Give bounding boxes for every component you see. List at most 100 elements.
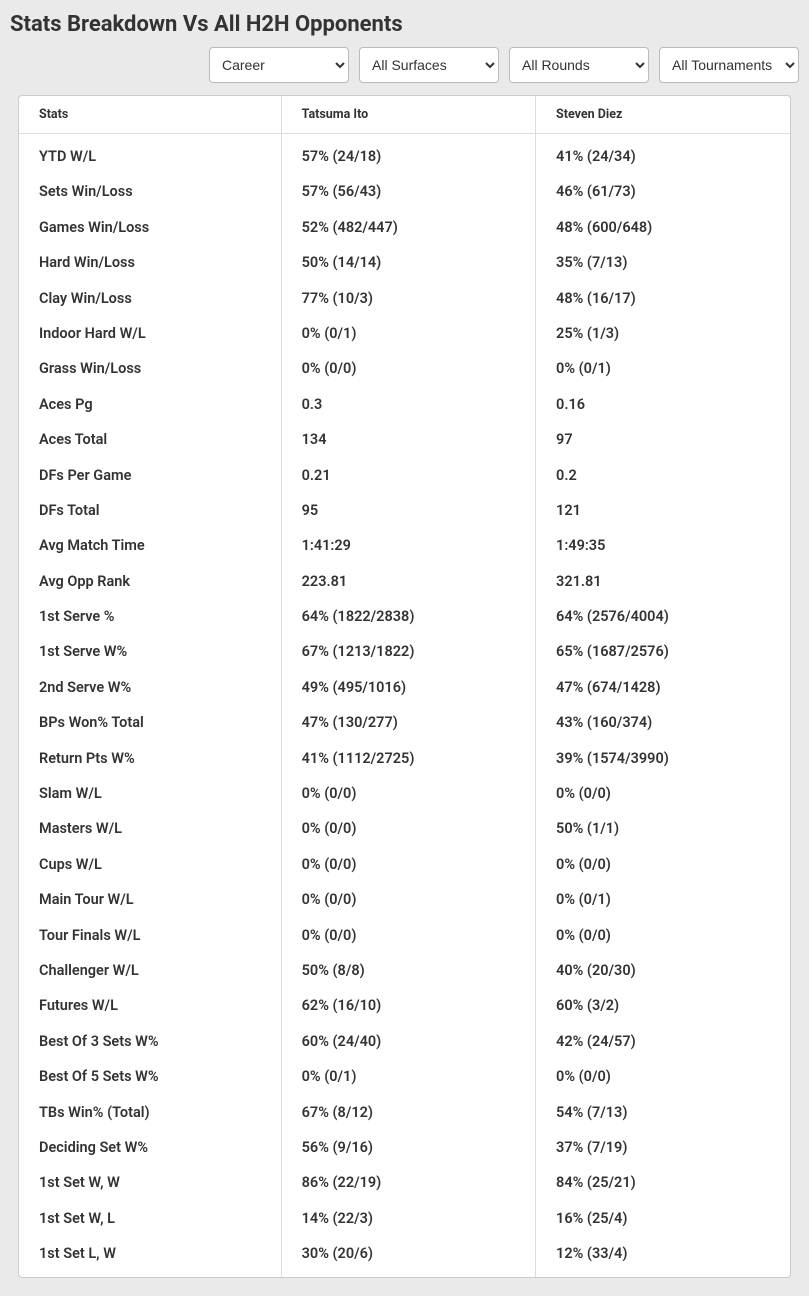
table-row: Indoor Hard W/L0% (0/1)25% (1/3) bbox=[19, 316, 790, 351]
table-row: Main Tour W/L0% (0/0)0% (0/1) bbox=[19, 882, 790, 917]
page-title: Stats Breakdown Vs All H2H Opponents bbox=[10, 12, 799, 37]
stat-label: Grass Win/Loss bbox=[19, 351, 281, 386]
stat-player1-value: 0% (0/1) bbox=[281, 1059, 535, 1094]
stats-table-body: YTD W/L57% (24/18)41% (24/34)Sets Win/Lo… bbox=[19, 134, 790, 1277]
stat-player2-value: 48% (600/648) bbox=[536, 210, 790, 245]
filter-round[interactable]: All Rounds bbox=[509, 47, 649, 83]
stat-player2-value: 0.16 bbox=[536, 387, 790, 422]
table-row: 1st Set W, L14% (22/3)16% (25/4) bbox=[19, 1201, 790, 1236]
table-row: TBs Win% (Total)67% (8/12)54% (7/13) bbox=[19, 1095, 790, 1130]
stat-player1-value: 47% (130/277) bbox=[281, 705, 535, 740]
stat-label: Futures W/L bbox=[19, 988, 281, 1023]
stat-player1-value: 0% (0/0) bbox=[281, 918, 535, 953]
stat-player2-value: 37% (7/19) bbox=[536, 1130, 790, 1165]
stat-label: Best Of 5 Sets W% bbox=[19, 1059, 281, 1094]
col-header-player1: Tatsuma Ito bbox=[281, 96, 535, 134]
stat-label: DFs Per Game bbox=[19, 458, 281, 493]
stat-player1-value: 0% (0/0) bbox=[281, 351, 535, 386]
filter-surface[interactable]: All Surfaces bbox=[359, 47, 499, 83]
stat-player1-value: 60% (24/40) bbox=[281, 1024, 535, 1059]
stat-player2-value: 12% (33/4) bbox=[536, 1236, 790, 1276]
stat-player1-value: 50% (14/14) bbox=[281, 245, 535, 280]
stat-label: Aces Pg bbox=[19, 387, 281, 422]
stats-card: Stats Tatsuma Ito Steven Diez YTD W/L57%… bbox=[18, 95, 791, 1278]
stat-player2-value: 0.2 bbox=[536, 458, 790, 493]
stat-player2-value: 84% (25/21) bbox=[536, 1165, 790, 1200]
stat-player1-value: 77% (10/3) bbox=[281, 281, 535, 316]
col-header-stats: Stats bbox=[19, 96, 281, 134]
table-row: Cups W/L0% (0/0)0% (0/0) bbox=[19, 847, 790, 882]
filter-tournament[interactable]: All Tournaments bbox=[659, 47, 799, 83]
stat-player1-value: 30% (20/6) bbox=[281, 1236, 535, 1276]
table-row: Tour Finals W/L0% (0/0)0% (0/0) bbox=[19, 918, 790, 953]
stat-player1-value: 14% (22/3) bbox=[281, 1201, 535, 1236]
stat-player2-value: 40% (20/30) bbox=[536, 953, 790, 988]
stat-label: Cups W/L bbox=[19, 847, 281, 882]
table-row: Sets Win/Loss57% (56/43)46% (61/73) bbox=[19, 174, 790, 209]
stat-player2-value: 97 bbox=[536, 422, 790, 457]
table-row: Best Of 5 Sets W%0% (0/1)0% (0/0) bbox=[19, 1059, 790, 1094]
table-row: 1st Serve W%67% (1213/1822)65% (1687/257… bbox=[19, 634, 790, 669]
table-row: DFs Total95121 bbox=[19, 493, 790, 528]
stat-label: Deciding Set W% bbox=[19, 1130, 281, 1165]
table-row: DFs Per Game0.210.2 bbox=[19, 458, 790, 493]
stat-player2-value: 25% (1/3) bbox=[536, 316, 790, 351]
stat-player1-value: 0% (0/0) bbox=[281, 882, 535, 917]
stat-player1-value: 67% (1213/1822) bbox=[281, 634, 535, 669]
stat-player2-value: 321.81 bbox=[536, 564, 790, 599]
filter-career[interactable]: Career bbox=[209, 47, 349, 83]
stat-player1-value: 41% (1112/2725) bbox=[281, 741, 535, 776]
stat-label: Best Of 3 Sets W% bbox=[19, 1024, 281, 1059]
stat-label: Games Win/Loss bbox=[19, 210, 281, 245]
table-row: Grass Win/Loss0% (0/0)0% (0/1) bbox=[19, 351, 790, 386]
stat-player1-value: 67% (8/12) bbox=[281, 1095, 535, 1130]
stat-player1-value: 0% (0/0) bbox=[281, 847, 535, 882]
page-wrap: Stats Breakdown Vs All H2H Opponents Car… bbox=[0, 0, 809, 1296]
stat-player1-value: 1:41:29 bbox=[281, 528, 535, 563]
table-row: 2nd Serve W%49% (495/1016)47% (674/1428) bbox=[19, 670, 790, 705]
table-row: 1st Set W, W86% (22/19)84% (25/21) bbox=[19, 1165, 790, 1200]
stat-player2-value: 0% (0/0) bbox=[536, 1059, 790, 1094]
stat-label: Slam W/L bbox=[19, 776, 281, 811]
table-row: Futures W/L62% (16/10)60% (3/2) bbox=[19, 988, 790, 1023]
stat-player1-value: 57% (24/18) bbox=[281, 134, 535, 175]
stat-player2-value: 121 bbox=[536, 493, 790, 528]
stat-player2-value: 60% (3/2) bbox=[536, 988, 790, 1023]
table-row: Aces Total13497 bbox=[19, 422, 790, 457]
stat-label: 1st Set W, L bbox=[19, 1201, 281, 1236]
stat-player1-value: 56% (9/16) bbox=[281, 1130, 535, 1165]
stat-player1-value: 49% (495/1016) bbox=[281, 670, 535, 705]
table-row: Avg Opp Rank223.81321.81 bbox=[19, 564, 790, 599]
stat-player2-value: 0% (0/0) bbox=[536, 918, 790, 953]
stat-player2-value: 46% (61/73) bbox=[536, 174, 790, 209]
stat-player2-value: 0% (0/1) bbox=[536, 882, 790, 917]
stat-player1-value: 52% (482/447) bbox=[281, 210, 535, 245]
stat-player2-value: 16% (25/4) bbox=[536, 1201, 790, 1236]
table-row: 1st Set L, W30% (20/6)12% (33/4) bbox=[19, 1236, 790, 1276]
stat-player1-value: 62% (16/10) bbox=[281, 988, 535, 1023]
stat-label: Return Pts W% bbox=[19, 741, 281, 776]
stat-label: Avg Opp Rank bbox=[19, 564, 281, 599]
table-row: Games Win/Loss52% (482/447)48% (600/648) bbox=[19, 210, 790, 245]
stat-player2-value: 43% (160/374) bbox=[536, 705, 790, 740]
table-row: Clay Win/Loss77% (10/3)48% (16/17) bbox=[19, 281, 790, 316]
stat-player2-value: 1:49:35 bbox=[536, 528, 790, 563]
stat-label: Challenger W/L bbox=[19, 953, 281, 988]
stat-label: 1st Serve % bbox=[19, 599, 281, 634]
col-header-player2: Steven Diez bbox=[536, 96, 790, 134]
stat-label: Tour Finals W/L bbox=[19, 918, 281, 953]
stat-label: 1st Serve W% bbox=[19, 634, 281, 669]
stat-label: Avg Match Time bbox=[19, 528, 281, 563]
table-row: Challenger W/L50% (8/8)40% (20/30) bbox=[19, 953, 790, 988]
stats-table-head: Stats Tatsuma Ito Steven Diez bbox=[19, 96, 790, 134]
stat-player1-value: 57% (56/43) bbox=[281, 174, 535, 209]
stat-player2-value: 35% (7/13) bbox=[536, 245, 790, 280]
stat-label: Indoor Hard W/L bbox=[19, 316, 281, 351]
stat-label: Main Tour W/L bbox=[19, 882, 281, 917]
table-row: Masters W/L0% (0/0)50% (1/1) bbox=[19, 811, 790, 846]
stat-player2-value: 0% (0/0) bbox=[536, 847, 790, 882]
stat-player2-value: 47% (674/1428) bbox=[536, 670, 790, 705]
stat-label: Clay Win/Loss bbox=[19, 281, 281, 316]
stat-label: Aces Total bbox=[19, 422, 281, 457]
stat-player1-value: 0% (0/1) bbox=[281, 316, 535, 351]
